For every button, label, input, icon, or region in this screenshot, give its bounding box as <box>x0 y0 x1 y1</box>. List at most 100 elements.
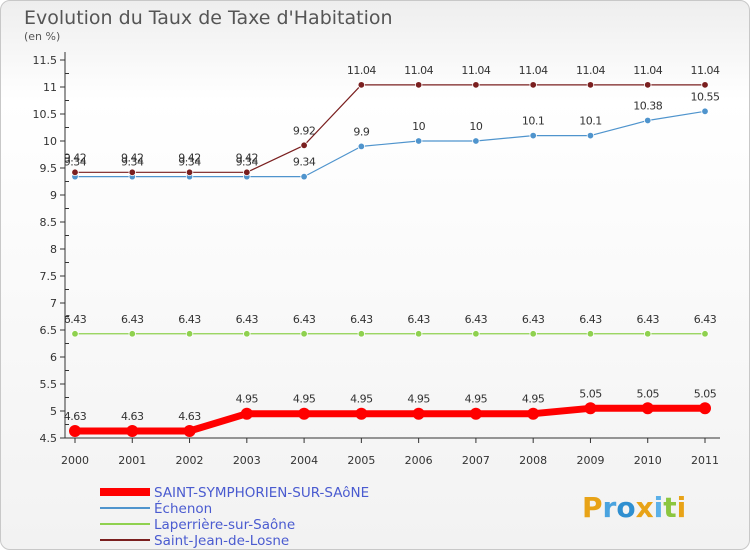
data-label-0: 4.95 <box>350 393 373 406</box>
logo-letter: i <box>677 491 687 524</box>
series-point-2 <box>586 330 595 338</box>
series-point-3 <box>71 168 79 177</box>
data-label-1: 9.34 <box>121 156 144 169</box>
series-point-3 <box>185 168 194 177</box>
y-tick-label: 8 <box>50 243 57 256</box>
data-label-3: 9.42 <box>121 151 144 164</box>
series-point-2 <box>414 330 423 338</box>
data-label-0: 4.63 <box>121 410 144 423</box>
series-point-0 <box>584 402 597 415</box>
legend-label-0: SAINT-SYMPHORIEN-SUR-SAôNE <box>154 485 369 501</box>
data-label-1: 10 <box>412 120 425 133</box>
data-label-1: 10.38 <box>633 99 662 112</box>
x-tick-label: 2009 <box>576 454 604 467</box>
data-label-3: 11.04 <box>347 64 376 77</box>
series-point-0 <box>355 407 368 420</box>
data-label-0: 5.05 <box>694 387 717 400</box>
y-tick-label: 10 <box>43 135 57 148</box>
data-label-2: 6.43 <box>293 313 316 326</box>
series-point-1 <box>357 142 366 151</box>
series-point-2 <box>357 330 366 338</box>
data-label-0: 4.63 <box>178 410 201 423</box>
series-point-2 <box>128 330 136 338</box>
data-label-0: 4.95 <box>236 393 259 406</box>
series-point-0 <box>469 407 482 420</box>
series-line-0 <box>75 404 705 435</box>
y-tick-label: 11.5 <box>33 54 58 67</box>
series-point-3 <box>529 81 537 89</box>
series-point-1 <box>586 131 595 140</box>
logo-letter: P <box>582 491 603 524</box>
y-tick-label: 11 <box>43 81 57 94</box>
series-point-1 <box>644 116 652 125</box>
data-label-3: 9.92 <box>293 124 316 137</box>
chart-subtitle: (en %) <box>24 30 60 43</box>
series-point-2 <box>644 330 652 338</box>
x-tick-label: 2004 <box>290 454 318 467</box>
series-point-3 <box>357 81 366 89</box>
legend-label-3: Saint-Jean-de-Losne <box>154 533 289 549</box>
data-label-3: 11.04 <box>519 64 548 77</box>
data-label-1: 10 <box>469 120 482 133</box>
y-tick-label: 5 <box>50 405 57 418</box>
series-point-3 <box>472 81 480 89</box>
data-label-2: 6.43 <box>350 313 373 326</box>
legend-label-1: Échenon <box>154 500 212 517</box>
logo-letter: r <box>603 491 617 524</box>
series-point-1 <box>529 131 537 140</box>
legend-label-2: Laperrière-sur-Saône <box>154 517 295 533</box>
data-label-2: 6.43 <box>465 313 488 326</box>
x-tick-label: 2011 <box>691 454 719 467</box>
data-label-3: 9.42 <box>236 151 259 164</box>
series-point-2 <box>701 330 709 338</box>
chart-title: Evolution du Taux de Taxe d'Habitation <box>24 7 393 29</box>
y-tick-label: 9 <box>50 189 57 202</box>
y-tick-label: 10.5 <box>33 108 58 121</box>
y-tick-label: 9.5 <box>40 162 58 175</box>
series-point-2 <box>472 330 480 338</box>
data-label-1: 9.9 <box>353 125 369 138</box>
logo-letter: o <box>616 491 635 524</box>
series-point-0 <box>527 407 540 420</box>
y-tick-label: 6.5 <box>40 324 58 337</box>
ticks-layer: 4.5 5 5.5 6 6.5 7 7.5 8 8.5 9 9.5 10 10.5 11 11.5 2000 2… <box>33 54 720 467</box>
data-label-1: 9.34 <box>236 156 259 169</box>
series-point-2 <box>185 330 194 338</box>
x-tick-label: 2003 <box>233 454 261 467</box>
data-label-3: 11.04 <box>633 64 662 77</box>
series-point-3 <box>128 168 136 177</box>
y-tick-label: 4.5 <box>40 432 58 445</box>
x-tick-label: 2007 <box>462 454 490 467</box>
series-point-2 <box>243 330 251 338</box>
data-label-0: 4.63 <box>64 410 87 423</box>
series-point-0 <box>412 407 425 420</box>
series-line-1 <box>75 110 706 178</box>
series-point-0 <box>699 402 711 415</box>
x-tick-label: 2006 <box>405 454 433 467</box>
series-point-1 <box>300 172 308 181</box>
data-label-2: 6.43 <box>407 313 430 326</box>
series-point-1 <box>701 107 709 115</box>
series-point-3 <box>300 141 308 150</box>
data-label-0: 5.05 <box>579 387 602 400</box>
series-point-0 <box>641 402 654 415</box>
data-label-2: 6.43 <box>64 313 87 326</box>
data-label-1: 9.34 <box>293 156 316 169</box>
data-label-2: 6.43 <box>121 313 144 326</box>
series-point-3 <box>586 81 595 89</box>
x-tick-label: 2010 <box>634 454 662 467</box>
logo-letter: x <box>636 491 654 524</box>
data-label-3: 11.04 <box>404 64 433 77</box>
x-tick-label: 2002 <box>176 454 204 467</box>
y-tick-label: 7.5 <box>40 270 58 283</box>
data-label-0: 4.95 <box>522 393 545 406</box>
y-tick-label: 5.5 <box>40 378 58 391</box>
series-point-0 <box>183 424 196 437</box>
x-tick-label: 2008 <box>519 454 547 467</box>
series-point-0 <box>298 407 311 420</box>
series-point-0 <box>240 407 253 420</box>
series-point-3 <box>701 81 709 89</box>
data-label-1: 10.1 <box>522 115 545 128</box>
series-point-2 <box>529 330 537 338</box>
